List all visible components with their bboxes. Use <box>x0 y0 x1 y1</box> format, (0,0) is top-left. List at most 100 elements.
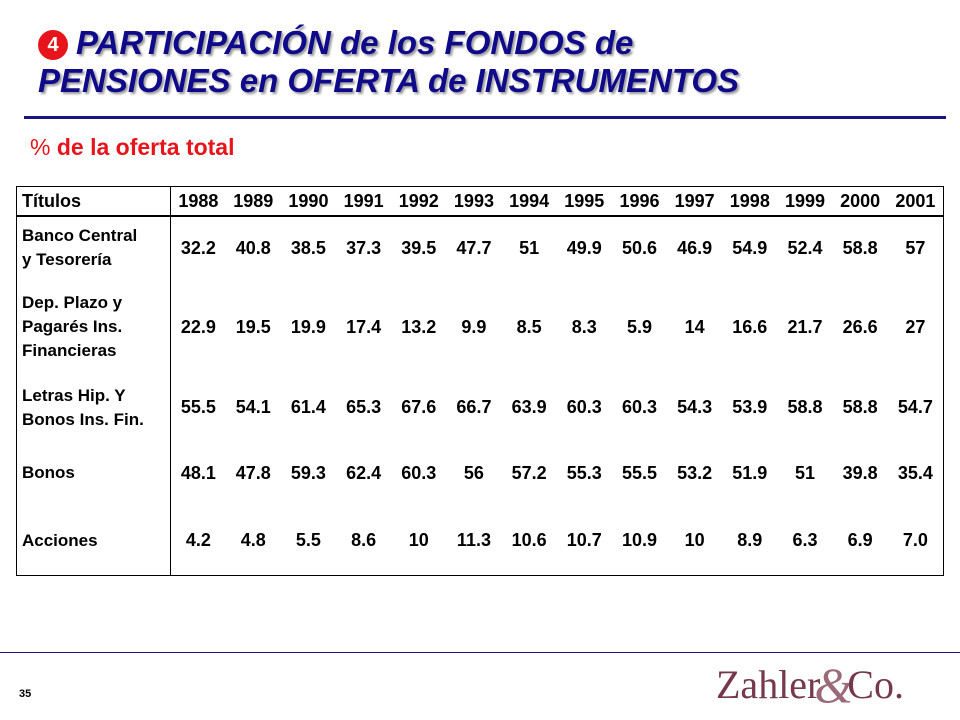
row-label-line: Banco Central <box>22 226 138 246</box>
table-cell: 53.2 <box>677 462 713 483</box>
table-cell: 58.8 <box>842 237 878 258</box>
table-cell: 51 <box>794 462 815 483</box>
table-cell: 17.4 <box>346 316 382 337</box>
zahler-co-logo: Zahler&Co. <box>716 660 904 710</box>
table-cell: 6.9 <box>847 530 873 551</box>
table-cell: 6.3 <box>792 530 818 551</box>
table-cell: 59.3 <box>290 462 326 483</box>
subtitle: % de la oferta total <box>30 134 235 161</box>
table-cell: 47.7 <box>456 237 492 258</box>
table-cell: 63.9 <box>511 397 547 418</box>
table-cell: 22.9 <box>180 316 216 337</box>
table-cell: 51.9 <box>732 462 768 483</box>
table-cell: 5.5 <box>295 530 321 551</box>
title-divider <box>24 116 946 119</box>
table-cell: 53.9 <box>732 397 768 418</box>
data-table-container: Títulos 1988 1989 1990 1991 1992 1993 1994 1995… <box>16 186 944 576</box>
table-header-row: Títulos 1988 1989 1990 1991 1992 1993 1994 1995… <box>17 187 943 217</box>
column-header-year: 1988 <box>170 187 226 217</box>
table-cell: 38.5 <box>290 237 326 258</box>
slide-title: 4 PARTICIPACIÓN de los FONDOS de PENSIONE… <box>38 24 938 100</box>
table-cell: 21.7 <box>787 316 823 337</box>
table-cell: 52.4 <box>787 237 823 258</box>
column-header-year: 1991 <box>336 187 392 217</box>
table-cell: 54.9 <box>732 237 768 258</box>
table-cell: 55.3 <box>566 462 602 483</box>
logo-text-1: Zahler <box>716 662 821 707</box>
title-text-1: PARTICIPACIÓN de los FONDOS de <box>76 24 634 61</box>
column-header-year: 1999 <box>777 187 833 217</box>
row-label-line: Acciones <box>22 530 98 550</box>
table-cell: 48.1 <box>180 462 216 483</box>
table-cell: 61.4 <box>290 397 326 418</box>
table-cell: 50.6 <box>621 237 657 258</box>
column-header-titulos: Títulos <box>17 187 171 217</box>
row-label-line: Bonos Ins. Fin. <box>22 409 144 429</box>
table-cell: 10.7 <box>566 530 602 551</box>
table-row: Banco Central y Tesorería 32.2 40.8 38.5 37.3… <box>17 216 943 280</box>
table-cell: 37.3 <box>346 237 382 258</box>
table-cell: 9.9 <box>461 316 487 337</box>
table-cell: 46.9 <box>677 237 713 258</box>
logo-text-2: Co. <box>847 662 904 707</box>
table-cell: 19.5 <box>235 316 271 337</box>
table-cell: 51 <box>519 237 540 258</box>
title-line-1: 4 PARTICIPACIÓN de los FONDOS de <box>38 24 938 62</box>
table-cell: 8.9 <box>737 530 763 551</box>
table-cell: 10.6 <box>511 530 547 551</box>
row-label-line: y Tesorería <box>22 250 112 270</box>
table-cell: 5.9 <box>626 316 652 337</box>
column-header-year: 1994 <box>501 187 557 217</box>
table-cell: 60.3 <box>621 397 657 418</box>
row-label: Acciones <box>17 506 171 575</box>
table-cell: 57 <box>905 237 926 258</box>
title-line-2: PENSIONES en OFERTA de INSTRUMENTOS <box>38 62 740 99</box>
table-cell: 55.5 <box>180 397 216 418</box>
table-cell: 66.7 <box>456 397 492 418</box>
table-cell: 39.5 <box>401 237 437 258</box>
table-cell: 54.1 <box>235 397 271 418</box>
subtitle-percent: % <box>30 134 51 160</box>
row-label: Letras Hip. Y Bonos Ins. Fin. <box>17 375 171 440</box>
row-label-line: Letras Hip. Y <box>22 385 126 405</box>
column-header-year: 1990 <box>280 187 337 217</box>
table-cell: 26.6 <box>842 316 878 337</box>
table-cell: 67.6 <box>401 397 437 418</box>
column-header-year: 1992 <box>391 187 447 217</box>
table-body: Banco Central y Tesorería 32.2 40.8 38.5 37.3… <box>17 216 943 575</box>
page-number: 35 <box>19 688 32 700</box>
column-header-year: 2001 <box>887 187 943 217</box>
table-cell: 11.3 <box>456 530 491 551</box>
table-cell: 54.3 <box>677 397 713 418</box>
column-header-year: 1993 <box>446 187 502 217</box>
table-cell: 10 <box>684 530 705 551</box>
subtitle-text: de la oferta total <box>50 134 235 160</box>
table-row: Dep. Plazo y Pagarés Ins. Financieras 22.9 1… <box>17 279 943 376</box>
column-header-year: 1996 <box>611 187 668 217</box>
table-cell: 56 <box>463 462 484 483</box>
table-cell: 13.2 <box>401 316 437 337</box>
table-cell: 19.9 <box>290 316 326 337</box>
table-cell: 8.3 <box>571 316 597 337</box>
table-row: Acciones 4.2 4.8 5.5 8.6 10 11.3 10.6 10.7 10.9 10… <box>17 506 943 575</box>
table-cell: 4.8 <box>240 530 266 551</box>
table-cell: 55.5 <box>621 462 657 483</box>
number-bullet-icon: 4 <box>38 30 68 60</box>
row-label: Dep. Plazo y Pagarés Ins. Financieras <box>17 279 171 376</box>
table-cell: 35.4 <box>897 462 933 483</box>
table-cell: 60.3 <box>401 462 437 483</box>
row-label-line: Dep. Plazo y <box>22 293 123 313</box>
row-label-line: Pagarés Ins. <box>22 317 123 337</box>
table-cell: 7.0 <box>902 530 928 551</box>
table-cell: 54.7 <box>897 397 933 418</box>
row-label-line: Financieras <box>22 341 117 361</box>
table-cell: 27 <box>905 316 926 337</box>
column-header-year: 1995 <box>556 187 612 217</box>
table-cell: 60.3 <box>566 397 602 418</box>
data-table: Títulos 1988 1989 1990 1991 1992 1993 1994 1995… <box>17 187 943 575</box>
table-cell: 16.6 <box>732 316 768 337</box>
column-header-year: 1998 <box>722 187 778 217</box>
table-cell: 40.8 <box>235 237 271 258</box>
table-cell: 8.6 <box>351 530 377 551</box>
table-cell: 57.2 <box>511 462 547 483</box>
